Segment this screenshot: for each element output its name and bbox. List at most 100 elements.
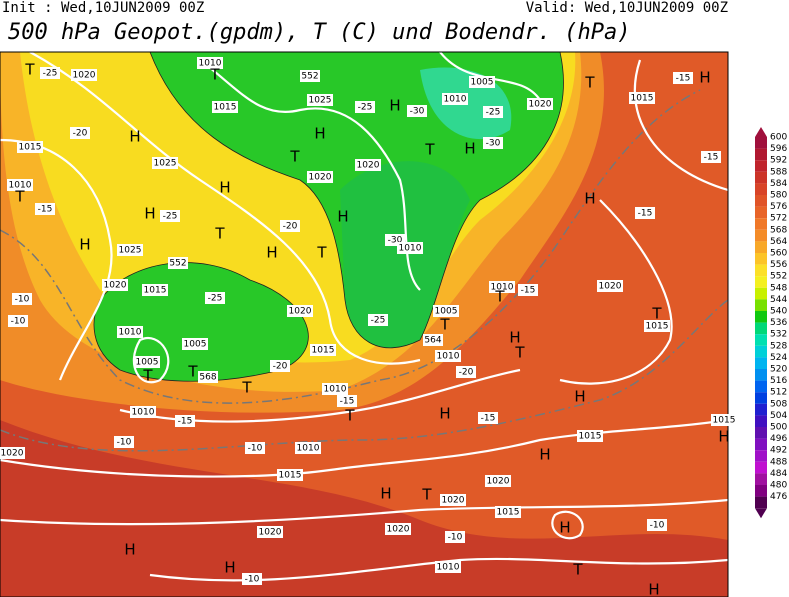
contour-label: 1010: [297, 444, 320, 454]
label-box: [280, 220, 300, 232]
label-box: [423, 334, 443, 346]
colorbar-label: 496: [770, 434, 787, 444]
colorbar-label: 584: [770, 179, 787, 189]
label-box: [8, 315, 28, 327]
high-marker: H: [648, 581, 659, 597]
low-marker: T: [24, 61, 35, 79]
colorbar-label: 516: [770, 376, 787, 386]
contour-label: 1010: [437, 352, 460, 362]
label-box: [442, 93, 468, 105]
label-box: [130, 406, 156, 418]
contour-label: -20: [283, 222, 298, 232]
contour-label: 1025: [309, 96, 332, 106]
colorbar-swatch: [755, 311, 767, 323]
colorbar-swatch: [755, 206, 767, 219]
contour-label: -25: [163, 212, 178, 222]
contour-label: 1020: [357, 161, 380, 171]
colorbar-label: 544: [770, 295, 787, 305]
low-marker: T: [209, 66, 220, 84]
contour-label: -10: [650, 521, 665, 531]
contour-label: 1020: [442, 496, 465, 506]
label-box: [397, 242, 423, 254]
low-marker: T: [344, 407, 355, 425]
high-marker: H: [574, 388, 585, 406]
label-box: [300, 70, 320, 82]
label-box: [597, 280, 623, 292]
label-box: [134, 356, 160, 368]
high-marker: H: [224, 559, 235, 577]
low-marker: T: [142, 367, 153, 385]
label-box: [483, 106, 503, 118]
contour-label: -30: [410, 107, 425, 117]
high-marker: H: [584, 190, 595, 208]
label-box: [518, 284, 538, 296]
colorbar-swatch: [755, 485, 767, 497]
colorbar-swatch: [755, 427, 767, 439]
contour-label: -10: [15, 295, 30, 305]
high-marker: H: [144, 205, 155, 223]
contour-label: -25: [43, 69, 58, 79]
contour-label: 1015: [279, 471, 302, 481]
contour-label: 1015: [19, 143, 42, 153]
contour-label: -15: [38, 205, 53, 215]
label-box: [440, 494, 466, 506]
high-marker: H: [718, 428, 729, 446]
contour-label: 552: [169, 259, 186, 269]
label-box: [385, 523, 411, 535]
low-marker: T: [514, 344, 525, 362]
colorbar-label: 540: [770, 307, 787, 317]
contour-label: 1020: [73, 71, 96, 81]
contour-label: -25: [358, 103, 373, 113]
colorbar-swatch: [755, 276, 767, 288]
contour-label: 1010: [491, 283, 514, 293]
contour-label: -20: [73, 129, 88, 139]
colorbar-arrow-bottom: [755, 508, 767, 519]
low-marker: T: [421, 486, 432, 504]
colorbar-swatch: [755, 380, 767, 393]
label-box: [337, 395, 357, 407]
colorbar-arrow-top: [755, 127, 767, 137]
label-box: [577, 430, 603, 442]
colorbar-swatch: [755, 369, 767, 381]
colorbar-label: 600: [770, 133, 787, 143]
label-box: [310, 344, 336, 356]
label-box: [629, 92, 655, 104]
map-frame: [0, 51, 729, 597]
label-box: [433, 305, 459, 317]
colorbar-swatch: [755, 218, 767, 230]
label-box: [35, 203, 55, 215]
contour-label: 1020: [259, 528, 282, 538]
contour-label: 1015: [214, 103, 237, 113]
high-marker: H: [129, 128, 140, 146]
contour-label: -10: [117, 438, 132, 448]
label-box: [7, 179, 33, 191]
colorbar-swatch: [755, 229, 767, 242]
init-time: Init : Wed,10JUN2009 00Z: [2, 0, 204, 16]
label-box: [40, 67, 60, 79]
label-box: [469, 76, 495, 88]
colorbar-label: 588: [770, 167, 787, 177]
label-box: [287, 305, 313, 317]
label-box: [71, 69, 97, 81]
colorbar-swatch: [755, 473, 767, 485]
label-box: [257, 526, 283, 538]
label-box: [483, 137, 503, 149]
colorbar-swatch: [755, 334, 767, 346]
low-marker: T: [214, 225, 225, 243]
contour-label: -15: [638, 209, 653, 219]
label-box: [527, 98, 553, 110]
high-marker: H: [559, 519, 570, 537]
contour-label: -15: [521, 286, 536, 296]
colorbar-label: 528: [770, 341, 787, 351]
colorbar-label: 552: [770, 272, 787, 282]
label-box: [117, 326, 143, 338]
label-box: [485, 475, 511, 487]
high-marker: H: [509, 329, 520, 347]
label-box: [489, 281, 515, 293]
low-marker: T: [584, 74, 595, 92]
low-marker: T: [439, 316, 450, 334]
colorbar-swatch: [755, 415, 767, 427]
contour-label: 1010: [444, 95, 467, 105]
label-box: [0, 447, 25, 459]
